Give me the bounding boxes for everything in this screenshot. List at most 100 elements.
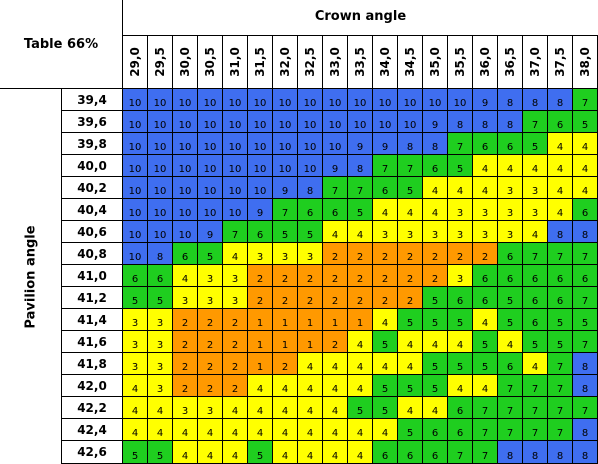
grade-cell: 4 bbox=[223, 243, 248, 265]
grade-value: 10 bbox=[203, 98, 217, 109]
grade-cell: 6 bbox=[523, 265, 548, 287]
grade-value: 3 bbox=[156, 362, 164, 373]
grade-cell: 4 bbox=[348, 331, 373, 353]
grade-value: 7 bbox=[581, 296, 589, 307]
grade-cell: 4 bbox=[248, 375, 273, 397]
grade-value: 7 bbox=[381, 164, 389, 175]
crown-angle-column-header: 31,0 bbox=[223, 36, 248, 89]
grade-cell: 7 bbox=[473, 419, 498, 441]
pavilion-angle-row-header: 41,6 bbox=[62, 331, 123, 353]
grade-value: 10 bbox=[328, 120, 342, 131]
grade-cell: 7 bbox=[548, 375, 573, 397]
grade-value: 1 bbox=[281, 340, 289, 351]
grade-value: 4 bbox=[581, 186, 589, 197]
grade-value: 3 bbox=[206, 406, 214, 417]
grade-cell: 10 bbox=[173, 199, 198, 221]
grade-value: 7 bbox=[481, 406, 489, 417]
grade-cell: 1 bbox=[273, 309, 298, 331]
grade-value: 10 bbox=[403, 120, 417, 131]
crown-angle-column-header: 32,0 bbox=[273, 36, 298, 89]
grade-value: 2 bbox=[431, 274, 439, 285]
grade-value: 2 bbox=[356, 274, 364, 285]
grade-value: 2 bbox=[231, 362, 239, 373]
grade-cell: 2 bbox=[223, 375, 248, 397]
crown-angle-column-header: 34,0 bbox=[373, 36, 398, 89]
grade-value: 6 bbox=[506, 274, 514, 285]
grade-value: 5 bbox=[556, 340, 564, 351]
grade-cell: 4 bbox=[198, 441, 223, 464]
grade-cell: 5 bbox=[473, 353, 498, 375]
grade-cell: 7 bbox=[573, 287, 598, 309]
grade-value: 3 bbox=[506, 230, 514, 241]
grade-value: 2 bbox=[206, 362, 214, 373]
grade-cell: 7 bbox=[523, 419, 548, 441]
grade-cell: 7 bbox=[498, 397, 523, 419]
crown-angle-column-header: 33,0 bbox=[323, 36, 348, 89]
grade-cell: 2 bbox=[173, 309, 198, 331]
grade-value: 4 bbox=[306, 451, 314, 462]
pavilion-angle-row-header: 40,8 bbox=[62, 243, 123, 265]
grade-cell: 10 bbox=[148, 89, 173, 111]
grade-value: 4 bbox=[306, 362, 314, 373]
grade-value: 10 bbox=[353, 98, 367, 109]
grade-value: 3 bbox=[256, 252, 264, 263]
grade-cell: 3 bbox=[448, 199, 473, 221]
grade-cell: 10 bbox=[123, 89, 148, 111]
grade-value: 4 bbox=[581, 164, 589, 175]
grade-value: 5 bbox=[406, 318, 414, 329]
grade-value: 8 bbox=[581, 230, 589, 241]
grade-cell: 5 bbox=[573, 309, 598, 331]
grade-cell: 4 bbox=[248, 419, 273, 441]
grade-cell: 8 bbox=[148, 243, 173, 265]
grade-value: 6 bbox=[556, 120, 564, 131]
grade-value: 10 bbox=[128, 252, 142, 263]
grade-value: 9 bbox=[431, 120, 439, 131]
grade-cell: 6 bbox=[373, 441, 398, 464]
grade-cell: 10 bbox=[148, 221, 173, 243]
grade-cell: 4 bbox=[373, 353, 398, 375]
grade-value: 5 bbox=[256, 451, 264, 462]
grade-value: 10 bbox=[428, 98, 442, 109]
grade-cell: 8 bbox=[548, 221, 573, 243]
grade-value: 8 bbox=[456, 120, 464, 131]
grade-cell: 1 bbox=[298, 309, 323, 331]
grade-value: 7 bbox=[506, 384, 514, 395]
grade-cell: 7 bbox=[498, 419, 523, 441]
crown-angle-column-header: 30,0 bbox=[173, 36, 198, 89]
grade-cell: 4 bbox=[473, 155, 498, 177]
grade-cell: 6 bbox=[548, 265, 573, 287]
pavilion-angle-row-header: 39,6 bbox=[62, 111, 123, 133]
grade-cell: 3 bbox=[123, 309, 148, 331]
grade-cell: 10 bbox=[423, 89, 448, 111]
grade-value: 4 bbox=[406, 208, 414, 219]
grade-value: 10 bbox=[228, 142, 242, 153]
pavilion-angle-label: 41,8 bbox=[77, 356, 107, 371]
grade-value: 5 bbox=[531, 142, 539, 153]
grade-value: 2 bbox=[406, 252, 414, 263]
grade-cell: 7 bbox=[398, 155, 423, 177]
crown-angle-column-header: 35,5 bbox=[448, 36, 473, 89]
grade-value: 4 bbox=[481, 384, 489, 395]
grade-value: 8 bbox=[556, 230, 564, 241]
grade-cell: 3 bbox=[248, 243, 273, 265]
grade-value: 5 bbox=[406, 384, 414, 395]
grade-value: 10 bbox=[328, 98, 342, 109]
grade-value: 10 bbox=[128, 98, 142, 109]
grade-cell: 4 bbox=[523, 155, 548, 177]
grade-value: 9 bbox=[256, 208, 264, 219]
crown-angle-column-header: 37,0 bbox=[523, 36, 548, 89]
grade-value: 5 bbox=[131, 451, 139, 462]
grade-value: 2 bbox=[331, 274, 339, 285]
grade-value: 8 bbox=[431, 142, 439, 153]
grade-value: 4 bbox=[331, 384, 339, 395]
crown-angle-title: Crown angle bbox=[314, 9, 407, 24]
grade-cell: 1 bbox=[273, 331, 298, 353]
grade-value: 5 bbox=[281, 230, 289, 241]
grade-value: 3 bbox=[531, 208, 539, 219]
grade-value: 4 bbox=[306, 384, 314, 395]
grade-cell: 2 bbox=[173, 375, 198, 397]
grade-value: 6 bbox=[256, 230, 264, 241]
pavilion-angle-label: 40,6 bbox=[77, 224, 107, 239]
crown-angle-column-header: 29,5 bbox=[148, 36, 173, 89]
grade-cell: 9 bbox=[373, 133, 398, 155]
